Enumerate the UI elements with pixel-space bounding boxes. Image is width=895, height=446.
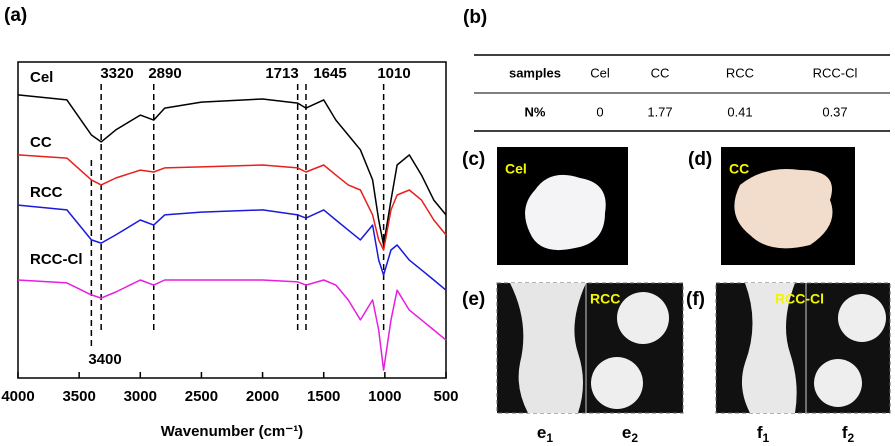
sub-label-index: 2 bbox=[631, 431, 638, 445]
panel-label: (a) bbox=[4, 5, 27, 26]
panel-label: (e) bbox=[462, 289, 485, 310]
table-cell: 0.37 bbox=[822, 104, 847, 119]
panel-label: (b) bbox=[463, 7, 487, 28]
figure: (a) Wavenumber (cm⁻¹) (b) 40003500300025… bbox=[0, 0, 895, 446]
x-tick-label: 2000 bbox=[246, 388, 279, 405]
table-header: RCC bbox=[726, 65, 754, 80]
x-tick-label: 3000 bbox=[124, 388, 157, 405]
x-tick-label: 3500 bbox=[62, 388, 95, 405]
table-cell: N% bbox=[525, 104, 546, 119]
panel-label: (c) bbox=[462, 149, 485, 170]
table-header: samples bbox=[509, 65, 561, 80]
plot-frame bbox=[18, 62, 446, 378]
sub-label-index: 2 bbox=[847, 431, 854, 445]
x-tick-label: 500 bbox=[433, 388, 458, 405]
spectrum bbox=[18, 280, 446, 370]
table-header: RCC-Cl bbox=[813, 65, 858, 80]
peak-label: 3320 bbox=[100, 65, 133, 82]
sample-image bbox=[838, 294, 886, 342]
table-cell: 0 bbox=[596, 104, 603, 119]
panel-label: (f) bbox=[686, 289, 705, 310]
x-tick-label: 1000 bbox=[368, 388, 401, 405]
sub-label: f2 bbox=[842, 423, 855, 445]
series-label: RCC-Cl bbox=[30, 251, 83, 268]
sub-label-index: 1 bbox=[546, 431, 553, 445]
photo-tag: Cel bbox=[505, 161, 527, 177]
peak-label: 2890 bbox=[148, 65, 181, 82]
photo-tag: RCC-Cl bbox=[775, 291, 824, 307]
table-cell: 0.41 bbox=[727, 104, 752, 119]
sub-label: e1 bbox=[537, 423, 553, 445]
table-cell: 1.77 bbox=[647, 104, 672, 119]
sub-label-base: e bbox=[537, 423, 546, 442]
x-tick-label: 1500 bbox=[307, 388, 340, 405]
sub-label: f1 bbox=[757, 423, 770, 445]
sub-label-index: 1 bbox=[762, 431, 769, 445]
spectrum bbox=[18, 95, 446, 245]
sample-image bbox=[591, 357, 643, 409]
x-tick-label: 2500 bbox=[185, 388, 218, 405]
panel-label: (d) bbox=[688, 149, 712, 170]
table-header: CC bbox=[651, 65, 670, 80]
peak-label: 1713 bbox=[265, 65, 298, 82]
peak-label: 1010 bbox=[377, 65, 410, 82]
peak-label: 1645 bbox=[313, 65, 346, 82]
x-tick-label: 4000 bbox=[1, 388, 34, 405]
sample-image bbox=[617, 292, 669, 344]
photo-tag: CC bbox=[729, 161, 749, 177]
sample-image bbox=[814, 359, 862, 407]
series-label: CC bbox=[30, 134, 52, 151]
series-label: Cel bbox=[30, 69, 53, 86]
photo-tag: RCC bbox=[590, 291, 620, 307]
sub-label: e2 bbox=[622, 423, 638, 445]
x-axis-title: Wavenumber (cm⁻¹) bbox=[161, 423, 303, 440]
sub-label-base: e bbox=[622, 423, 631, 442]
series-label: RCC bbox=[30, 184, 63, 201]
peak-label: 3400 bbox=[88, 351, 121, 368]
table-header: Cel bbox=[590, 65, 610, 80]
